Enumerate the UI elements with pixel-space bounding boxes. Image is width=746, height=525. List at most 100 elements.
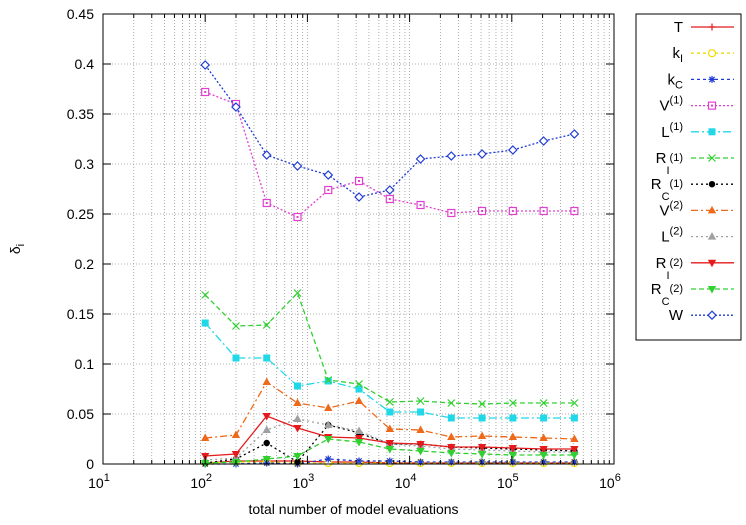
data-point	[354, 426, 364, 434]
y-tick-label: 0.1	[75, 356, 95, 372]
data-point	[539, 452, 548, 460]
data-point	[232, 354, 240, 362]
legend-marker	[707, 101, 717, 110]
legend-item-4: L(1)	[661, 121, 734, 141]
legend-label: kI	[672, 45, 683, 65]
data-point	[201, 433, 210, 441]
series-line-4	[204, 322, 575, 419]
data-point	[539, 206, 548, 216]
grid	[103, 14, 614, 464]
data-point	[538, 136, 549, 146]
data-point	[200, 60, 211, 70]
series-3	[201, 87, 579, 222]
data-point	[447, 432, 456, 440]
plot-frame	[102, 13, 615, 465]
data-point	[508, 206, 517, 216]
ticks	[102, 13, 614, 465]
data-point	[570, 452, 579, 460]
data-point	[231, 430, 241, 438]
legend-marker	[708, 181, 716, 188]
data-point	[261, 150, 272, 160]
data-point	[570, 206, 579, 216]
legend-label: RC(2)	[651, 281, 683, 308]
data-point	[417, 408, 425, 416]
data-point	[415, 154, 426, 164]
data-point	[262, 198, 271, 208]
data-point	[262, 425, 271, 433]
y-tick-label: 0	[86, 456, 94, 472]
data-point	[446, 151, 457, 161]
legend-marker	[708, 23, 716, 31]
data-point	[447, 399, 456, 407]
data-point	[447, 444, 456, 452]
x-axis-title: total number of model evaluations	[248, 501, 458, 517]
legend-label: RI(2)	[656, 255, 683, 282]
data-point	[324, 377, 332, 385]
legend-item-6: RC(1)	[651, 176, 734, 203]
data-point	[478, 414, 486, 422]
data-point	[508, 399, 517, 407]
y-tick-label: 0.05	[67, 406, 94, 422]
data-point	[324, 420, 333, 428]
data-point	[263, 354, 271, 362]
data-point	[447, 414, 455, 422]
legend-label: V(2)	[660, 199, 683, 219]
data-point	[447, 208, 456, 218]
series-9	[201, 413, 579, 461]
series-11	[200, 60, 580, 202]
legend-item-2: kC	[668, 71, 734, 91]
legend-label: kC	[668, 71, 684, 91]
legend-label: L(2)	[661, 226, 683, 246]
y-tick-label: 0.2	[75, 256, 95, 272]
data-point	[539, 433, 548, 441]
data-point	[201, 87, 210, 97]
data-point	[262, 413, 271, 421]
data-point	[508, 445, 518, 453]
data-point	[354, 396, 364, 404]
legend-marker	[707, 49, 717, 58]
data-point	[540, 414, 548, 422]
data-point	[508, 452, 518, 460]
legend-box	[635, 13, 742, 341]
data-point	[416, 397, 425, 405]
legend-item-5: RI(1)	[656, 150, 734, 177]
data-point	[324, 455, 332, 463]
data-point	[263, 439, 270, 447]
data-point	[201, 291, 210, 299]
data-point	[477, 149, 487, 159]
data-point	[262, 377, 271, 385]
legend-label: L(1)	[661, 121, 683, 141]
data-point	[508, 145, 518, 155]
legend: TkI kC V(1) L(1) RI(1)RC(1)V(2) L(2) RI(2)RC(2…	[635, 13, 742, 341]
legend-marker	[708, 154, 716, 162]
data-point	[354, 439, 364, 447]
series-line-11	[204, 64, 575, 198]
legend-label: RI(1)	[656, 150, 683, 177]
data-point	[386, 408, 394, 416]
y-tick-label: 0.45	[67, 6, 94, 22]
data-point	[323, 170, 334, 180]
series-8	[201, 414, 579, 463]
data-point	[354, 176, 364, 186]
data-point	[385, 194, 394, 204]
data-point	[293, 425, 302, 433]
legend-marker	[707, 310, 717, 321]
legend-marker	[708, 75, 716, 83]
data-point	[324, 185, 333, 195]
x-tick-label: 101	[88, 472, 110, 491]
legend-item-1: kI	[672, 45, 734, 65]
data-point	[477, 431, 487, 439]
legend-marker	[707, 205, 717, 214]
legend-marker	[707, 232, 717, 240]
data-point	[293, 382, 301, 390]
y-axis-title-main: δ	[7, 246, 23, 254]
legend-marker	[708, 128, 716, 136]
data-point	[324, 403, 333, 411]
data-point	[354, 192, 364, 202]
y-tick-label: 0.3	[75, 156, 95, 172]
legend-marker	[707, 259, 717, 268]
data-point	[385, 424, 394, 432]
y-tick-label: 0.4	[75, 56, 95, 72]
data-point	[509, 414, 517, 422]
y-tick-label: 0.25	[67, 206, 94, 222]
